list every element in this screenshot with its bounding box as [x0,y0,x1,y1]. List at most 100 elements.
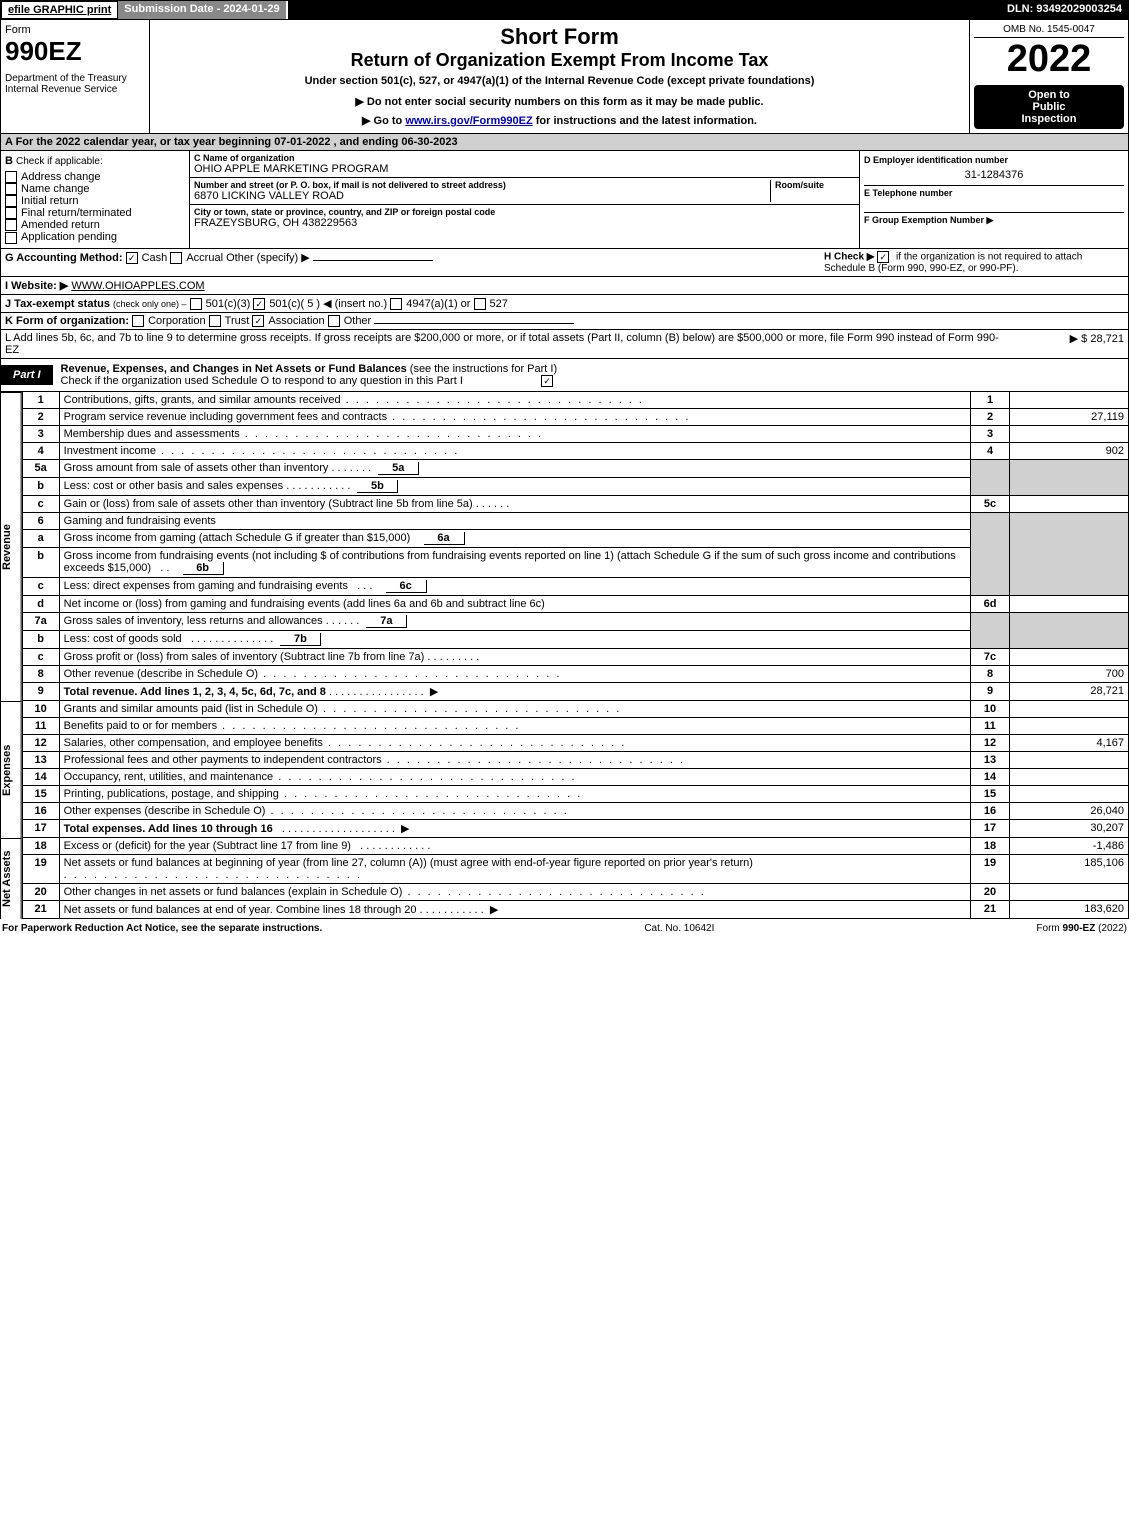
row-l-gross-receipts: L Add lines 5b, 6c, and 7b to line 9 to … [0,330,1129,359]
footer-cat-no: Cat. No. 10642I [644,923,714,934]
footer-form-num: 990-EZ [1063,923,1096,934]
line-6c: cLess: direct expenses from gaming and f… [22,577,1128,595]
b-check-label: Check if applicable: [16,156,103,167]
footer-form-pre: Form [1036,923,1062,934]
info-block: B Check if applicable: Address change Na… [0,151,1129,249]
check-application-pending[interactable]: Application pending [5,231,185,243]
efile-print-link[interactable]: efile GRAPHIC print [1,1,118,19]
part-1-hint: (see the instructions for Part I) [410,363,557,375]
check-cash[interactable] [126,252,138,264]
line-5c: cGain or (loss) from sale of assets othe… [22,495,1128,512]
footer-right: Form 990-EZ (2022) [1036,923,1127,934]
line-20: 20Other changes in net assets or fund ba… [22,883,1128,900]
form-header: Form 990EZ Department of the Treasury In… [0,20,1129,134]
check-label-amended: Amended return [21,219,100,231]
part-1-check-line: Check if the organization used Schedule … [61,375,463,387]
line-6b: bGross income from fundraising events (n… [22,547,1128,577]
j-527: 527 [490,298,508,310]
section-b: B Check if applicable: Address change Na… [1,151,190,248]
irs-label: Internal Revenue Service [5,84,145,95]
note-ssn: ▶ Do not enter social security numbers o… [154,95,965,108]
part-1-title-wrap: Revenue, Expenses, and Changes in Net As… [53,359,566,391]
j-label: J Tax-exempt status [5,298,110,310]
footer-left: For Paperwork Reduction Act Notice, see … [2,923,322,934]
city-value: FRAZEYSBURG, OH 438229563 [194,217,855,229]
ein-value: 31-1284376 [864,165,1124,186]
row-i-website: I Website: ▶ WWW.OHIOAPPLES.COM [0,277,1129,295]
line-6a: aGross income from gaming (attach Schedu… [22,529,1128,547]
line-7a: 7aGross sales of inventory, less returns… [22,612,1128,630]
check-other-org[interactable] [328,315,340,327]
k-label: K Form of organization: [5,315,129,327]
net-assets-table: 18Excess or (deficit) for the year (Subt… [22,838,1129,919]
note-goto-pre: ▶ Go to [362,115,405,127]
expenses-section: Expenses 10Grants and similar amounts pa… [0,701,1129,838]
revenue-section: Revenue 1Contributions, gifts, grants, a… [0,392,1129,701]
open-line1: Open to [978,89,1120,101]
top-bar-left: efile GRAPHIC print Submission Date - 20… [1,1,288,19]
row-j-tax-exempt: J Tax-exempt status (check only one) – 5… [0,295,1129,313]
part-1-title: Revenue, Expenses, and Changes in Net As… [61,363,407,375]
l-text: L Add lines 5b, 6c, and 7b to line 9 to … [5,332,1004,356]
check-4947[interactable] [390,298,402,310]
header-right: OMB No. 1545-0047 2022 Open to Public In… [969,20,1128,133]
line-13: 13Professional fees and other payments t… [22,751,1128,768]
ein-label: D Employer identification number [864,155,1124,165]
check-corporation[interactable] [132,315,144,327]
check-amended-return[interactable]: Amended return [5,219,185,231]
other-specify-line [313,260,433,261]
check-label-name: Name change [21,183,90,195]
street-label: Number and street (or P. O. box, if mail… [194,180,766,190]
check-label-final: Final return/terminated [21,207,132,219]
line-17: 17Total expenses. Add lines 10 through 1… [22,819,1128,837]
section-h: H Check ▶ if the organization is not req… [824,251,1124,274]
line-6d: dNet income or (loss) from gaming and fu… [22,595,1128,612]
check-trust[interactable] [209,315,221,327]
line-6: 6Gaming and fundraising events [22,512,1128,529]
l-amount: ▶ $ 28,721 [1004,332,1124,356]
irs-link[interactable]: www.irs.gov/Form990EZ [405,115,532,127]
expenses-table: 10Grants and similar amounts paid (list … [22,701,1129,838]
tax-year: 2022 [974,38,1124,81]
section-c: C Name of organization OHIO APPLE MARKET… [190,151,860,248]
check-schedule-o-used[interactable] [541,375,553,387]
open-to-public-box: Open to Public Inspection [974,85,1124,129]
line-8: 8Other revenue (describe in Schedule O)8… [22,665,1128,682]
city-label: City or town, state or province, country… [194,207,855,217]
check-schedule-b-not-required[interactable] [877,251,889,263]
row-g-h: G Accounting Method: Cash Accrual Other … [0,249,1129,277]
line-10: 10Grants and similar amounts paid (list … [22,701,1128,718]
check-initial-return[interactable]: Initial return [5,195,185,207]
check-association[interactable] [252,315,264,327]
line-3: 3Membership dues and assessments3 [22,425,1128,442]
header-left: Form 990EZ Department of the Treasury In… [1,20,150,133]
section-a-tax-year: A For the 2022 calendar year, or tax yea… [0,134,1129,151]
check-accrual[interactable] [170,252,182,264]
cash-label: Cash [142,252,168,264]
form-number: 990EZ [5,36,145,67]
check-name-change[interactable]: Name change [5,183,185,195]
footer-form-post: (2022) [1098,923,1127,934]
line-11: 11Benefits paid to or for members11 [22,717,1128,734]
phone-value [864,198,1124,213]
section-d-e-f: D Employer identification number 31-1284… [860,151,1128,248]
check-527[interactable] [474,298,486,310]
open-line2: Public [978,101,1120,113]
revenue-table: 1Contributions, gifts, grants, and simil… [22,392,1129,701]
submission-date-label: Submission Date - 2024-01-29 [118,1,287,19]
k-other-line [374,323,574,324]
j-501c: 501(c)( 5 ) ◀ (insert no.) [269,298,387,310]
revenue-label: Revenue [1,392,22,701]
check-501c3[interactable] [190,298,202,310]
j-501c3: 501(c)(3) [206,298,251,310]
c-name-label: C Name of organization [194,153,855,163]
k-assoc: Association [268,315,324,327]
open-line3: Inspection [978,113,1120,125]
check-address-change[interactable]: Address change [5,171,185,183]
line-14: 14Occupancy, rent, utilities, and mainte… [22,768,1128,785]
line-2: 2Program service revenue including gover… [22,408,1128,425]
k-corp: Corporation [148,315,205,327]
line-7c: cGross profit or (loss) from sales of in… [22,648,1128,665]
check-final-return[interactable]: Final return/terminated [5,207,185,219]
check-501c[interactable] [253,298,265,310]
